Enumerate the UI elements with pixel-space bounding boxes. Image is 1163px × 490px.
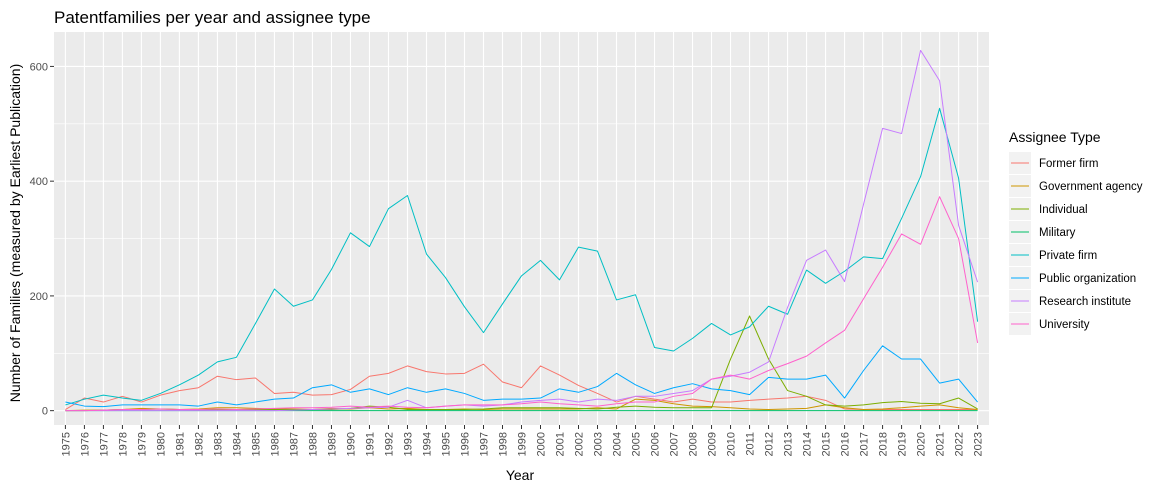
x-tick-label: 2022: [954, 432, 966, 456]
x-tick-label: 1995: [440, 432, 452, 456]
legend-label: Research institute: [1039, 296, 1131, 308]
x-tick-label: 1989: [326, 432, 338, 456]
x-tick-label: 1981: [174, 432, 186, 456]
x-tick-label: 2010: [726, 432, 738, 456]
series-line-public-organization: [65, 345, 978, 408]
x-tick-label: 1991: [364, 432, 376, 456]
series-line-former-firm: [65, 363, 978, 411]
x-tick-label: 2012: [764, 432, 776, 456]
x-tick-label: 1986: [269, 432, 281, 456]
y-axis-title: Number of Families (measured by Earliest…: [7, 64, 23, 402]
y-tick-label: 600: [30, 61, 48, 73]
x-tick-label: 1985: [250, 432, 262, 456]
legend-label: Public organization: [1039, 273, 1136, 285]
x-tick-label: 2017: [859, 432, 871, 456]
x-tick-label: 1993: [402, 432, 414, 456]
x-tick-label: 2009: [707, 432, 719, 456]
x-tick-label: 1996: [459, 432, 471, 456]
x-tick-label: 1998: [497, 432, 509, 456]
legend-title: Assignee Type: [1009, 129, 1101, 145]
y-tick-label: 400: [30, 176, 48, 188]
y-tick-label: 0: [42, 406, 48, 418]
x-tick-label: 2004: [612, 432, 624, 456]
x-tick-label: 2019: [897, 432, 909, 456]
series-line-private-firm: [65, 107, 979, 406]
legend-label: Individual: [1039, 204, 1088, 216]
x-tick-label: 2011: [745, 432, 757, 456]
x-tick-label: 1982: [193, 432, 205, 456]
x-tick-label: 1980: [155, 432, 167, 456]
x-tick-label: 1977: [98, 432, 110, 456]
legend-label: Private firm: [1039, 250, 1097, 262]
x-tick-label: 2021: [935, 432, 947, 456]
grid-lines: [54, 32, 989, 425]
x-tick-label: 1988: [307, 432, 319, 456]
x-tick-label: 2006: [650, 432, 662, 456]
x-tick-label: 2020: [916, 432, 928, 456]
x-tick-label: 1992: [383, 432, 395, 456]
x-tick-label: 1990: [345, 432, 357, 456]
x-tick-label: 1994: [421, 432, 433, 456]
x-tick-label: 1987: [288, 432, 300, 456]
x-tick-label: 2013: [783, 432, 795, 456]
legend-label: Military: [1039, 227, 1076, 239]
x-tick-label: 2008: [688, 432, 700, 456]
x-tick-label: 1997: [478, 432, 490, 456]
x-tick-label: 2015: [821, 432, 833, 456]
y-tick-label: 200: [30, 291, 48, 303]
x-axis: 1975 1976 1977 1978 1979 1980 1981 1982 1983 1984…: [60, 425, 985, 456]
series-lines: [65, 49, 979, 412]
x-tick-label: 2001: [555, 432, 567, 456]
series-line-university: [65, 196, 979, 412]
x-tick-label: 1975: [60, 432, 72, 456]
series-line-individual: [65, 315, 978, 412]
legend-label: Former firm: [1039, 158, 1098, 170]
x-axis-title: Year: [506, 467, 535, 483]
series-line-research-institute: [65, 49, 979, 412]
x-tick-label: 2002: [574, 432, 586, 456]
x-tick-label: 1983: [212, 432, 224, 456]
x-tick-label: 1976: [79, 432, 91, 456]
x-tick-label: 2005: [631, 432, 643, 456]
x-tick-label: 2016: [840, 432, 852, 456]
x-tick-label: 2014: [802, 432, 814, 456]
x-tick-label: 2007: [669, 432, 681, 456]
x-tick-label: 2000: [536, 432, 548, 456]
x-tick-label: 1999: [517, 432, 529, 456]
x-tick-label: 1978: [117, 432, 129, 456]
x-tick-label: 2023: [973, 432, 985, 456]
legend: Assignee Type Former firm Government agen…: [1009, 129, 1143, 335]
legend-label: Government agency: [1039, 181, 1143, 193]
chart-title: Patentfamilies per year and assignee typ…: [54, 8, 371, 27]
x-tick-label: 2003: [593, 432, 605, 456]
y-axis: 0 200 400 600: [30, 61, 54, 418]
x-tick-label: 1984: [231, 432, 243, 456]
x-tick-label: 2018: [878, 432, 890, 456]
legend-label: University: [1039, 319, 1090, 331]
x-tick-label: 1979: [136, 432, 148, 456]
